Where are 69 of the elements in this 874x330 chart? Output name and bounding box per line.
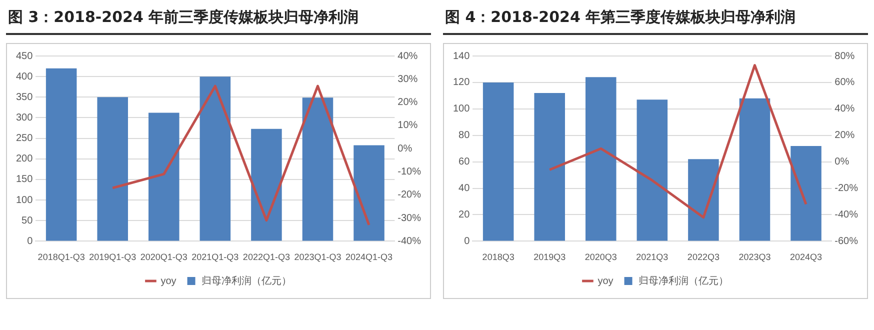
x-tick-label: 2018Q3 [482, 252, 514, 262]
bar [302, 98, 334, 241]
x-tick-label: 2018Q1-Q3 [38, 252, 85, 262]
y-tick-label: 0 [464, 236, 470, 247]
y2-tick-label: 40% [834, 104, 855, 115]
y-tick-label: 50 [22, 215, 34, 226]
y-tick-label: 20 [458, 209, 470, 220]
y2-tick-label: 0% [834, 156, 850, 168]
y2-tick-label: 60% [834, 77, 855, 88]
y2-tick-label: 20% [834, 130, 855, 142]
chart-title: 图 4：2018-2024 年第三季度传媒板块归母净利润 [443, 6, 868, 35]
y2-tick-label: 20% [398, 97, 418, 108]
bar [148, 112, 180, 241]
bar [97, 97, 128, 241]
bar [482, 82, 514, 241]
x-tick-label: 2022Q1-Q3 [242, 252, 290, 262]
y-tick-label: 350 [16, 92, 34, 103]
y2-tick-label: 40% [398, 50, 418, 62]
y2-tick-label: -40% [834, 209, 858, 220]
legend-label: 归母净利润（亿元） [201, 274, 292, 287]
y2-tick-label: -40% [398, 236, 422, 247]
legend-label: yoy [160, 276, 176, 287]
y-tick-label: 250 [16, 133, 34, 144]
bar [739, 98, 770, 241]
y-tick-label: 450 [16, 50, 34, 62]
bar [534, 93, 565, 241]
y-tick-label: 60 [458, 156, 470, 168]
y2-tick-label: -10% [398, 166, 422, 178]
y2-tick-label: -30% [398, 212, 422, 224]
bar [790, 146, 822, 241]
legend-label: yoy [598, 276, 614, 287]
x-tick-label: 2019Q1-Q3 [89, 252, 136, 262]
y2-tick-label: 0% [398, 143, 412, 154]
y-tick-label: 200 [16, 154, 34, 165]
y2-tick-label: -20% [398, 190, 422, 201]
legend-label: 归母净利润（亿元） [638, 274, 728, 287]
bar [586, 77, 616, 241]
y2-tick-label: 10% [398, 120, 418, 132]
y-tick-label: 120 [452, 77, 470, 88]
y-tick-label: 300 [16, 112, 34, 124]
bar [46, 68, 77, 241]
y-tick-label: 80 [458, 130, 470, 142]
y2-tick-label: 30% [398, 74, 418, 85]
bar [636, 100, 668, 241]
y-tick-label: 140 [452, 50, 470, 62]
x-tick-label: 2024Q3 [790, 252, 822, 262]
x-tick-label: 2023Q3 [738, 252, 771, 262]
y-tick-label: 100 [16, 194, 34, 206]
y-tick-label: 40 [458, 183, 470, 194]
y2-tick-label: -20% [834, 183, 858, 194]
y-tick-label: 400 [16, 71, 34, 82]
x-tick-label: 2021Q1-Q3 [192, 252, 239, 262]
x-tick-label: 2020Q1-Q3 [140, 252, 188, 262]
x-tick-label: 2021Q3 [636, 252, 668, 262]
chart-title: 图 3：2018-2024 年前三季度传媒板块归母净利润 [6, 6, 431, 35]
bar [200, 76, 231, 241]
bar [251, 128, 282, 241]
x-tick-label: 2024Q1-Q3 [346, 252, 393, 262]
y2-tick-label: 80% [834, 50, 855, 62]
y2-tick-label: -60% [834, 236, 858, 247]
x-tick-label: 2020Q3 [584, 252, 617, 262]
x-tick-label: 2022Q3 [687, 252, 720, 262]
bar [688, 159, 719, 241]
y-tick-label: 0 [27, 236, 34, 247]
x-tick-label: 2023Q1-Q3 [294, 252, 342, 262]
x-tick-label: 2019Q3 [534, 252, 566, 262]
y-tick-label: 150 [16, 174, 34, 186]
bar [354, 145, 384, 241]
y-tick-label: 100 [452, 104, 470, 115]
